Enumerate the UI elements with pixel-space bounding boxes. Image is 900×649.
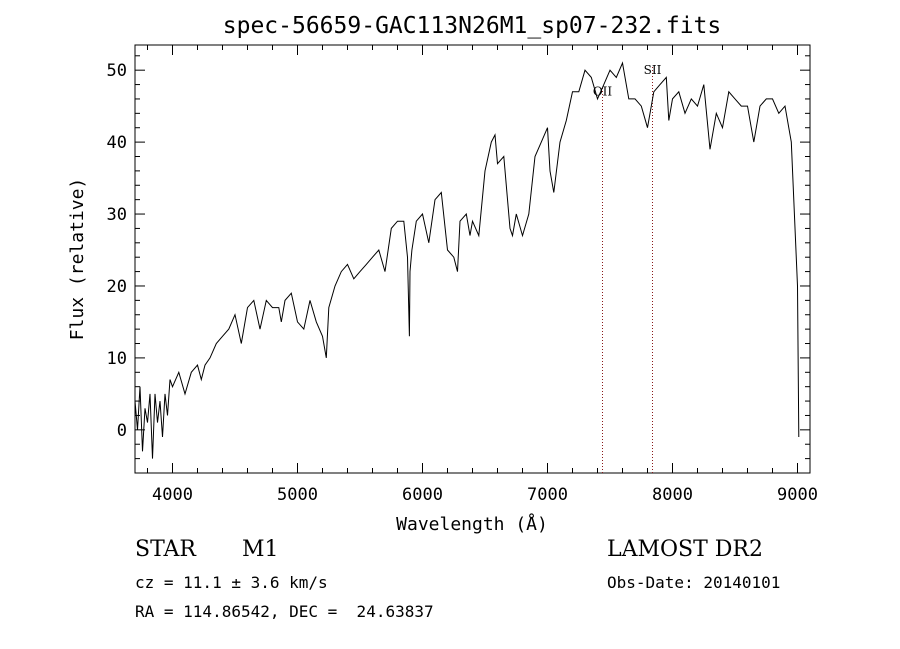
survey-name: LAMOST DR2 [607,537,763,562]
y-tick-label: 50 [107,61,127,81]
annotation-lines: OII SII [593,63,662,473]
x-tick-label: 4000 [152,485,193,505]
y-tick-label: 20 [107,277,127,297]
plot-frame [134,44,811,474]
y-tick-label: 0 [117,421,127,441]
axis-ticks: 4000 5000 6000 7000 8000 9000 0 10 20 30 40 50 [107,45,818,505]
redshift-cz: cz = 11.1 ± 3.6 km/s [135,573,328,592]
x-axis-label: Wavelength (Å) [396,513,548,535]
x-tick-label: 9000 [777,485,818,505]
spectrum-line [134,61,800,459]
object-class: STAR [135,537,196,562]
y-tick-label: 10 [107,349,127,369]
y-axis-label: Flux (relative) [67,178,88,341]
y-tick-label: 40 [107,133,127,153]
object-subclass: M1 [242,537,279,562]
x-tick-label: 7000 [527,485,568,505]
x-tick-label: 5000 [277,485,318,505]
x-tick-label: 8000 [652,485,693,505]
y-tick-label: 30 [107,205,127,225]
chart-title: spec-56659-GAC113N26M1_sp07-232.fits [223,13,722,39]
annotation-label: OII [593,84,613,98]
coordinates: RA = 114.86542, DEC = 24.63837 [135,602,434,621]
x-tick-label: 6000 [402,485,443,505]
annotation-label: SII [644,63,662,77]
observation-date: Obs-Date: 20140101 [607,573,781,592]
